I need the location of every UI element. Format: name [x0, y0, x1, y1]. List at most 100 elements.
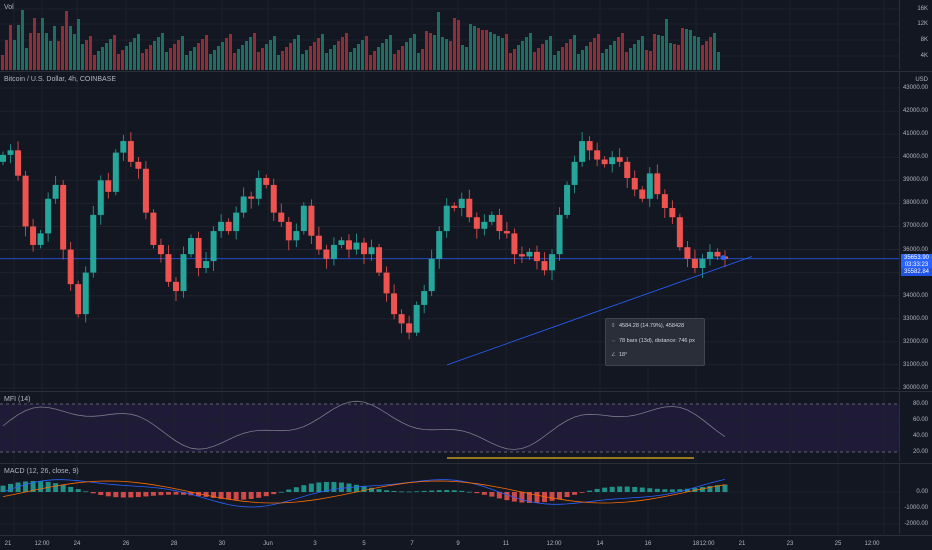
mfi-axis[interactable]: 80.00 60.00 40.00 20.00 [899, 392, 932, 462]
macd-histogram-bar [331, 481, 337, 492]
time-axis-label: 16 [644, 541, 652, 547]
measure-tooltip: ⇕ 4584.28 (14.79%), 458428 ⇔ 78 bars (13d)… [605, 318, 705, 366]
macd-axis-label: 0.00 [916, 489, 928, 495]
volume-bar [669, 43, 672, 70]
volume-bar [353, 48, 356, 70]
macd-histogram-bar [624, 486, 630, 492]
macd-histogram-bar [53, 483, 59, 492]
volume-bar [393, 54, 396, 70]
candle [549, 254, 556, 271]
candle [142, 168, 149, 213]
volume-pane[interactable]: Vol 16K 12K 8K 4K [0, 0, 932, 70]
volume-bar [269, 40, 272, 70]
price-pane[interactable]: Bitcoin / U.S. Dollar, 4h, COINBASE USD … [0, 72, 932, 390]
macd-histogram-bar [293, 487, 299, 492]
volume-bar [597, 34, 600, 70]
volume-bar [161, 33, 164, 70]
volume-bar [505, 34, 508, 70]
volume-bar [677, 45, 680, 70]
volume-bars [0, 0, 900, 70]
volume-bar [681, 28, 684, 70]
macd-histogram-bar [557, 492, 563, 500]
volume-bar [645, 50, 648, 70]
volume-bar [129, 42, 132, 70]
candle [218, 221, 225, 232]
macd-histogram-bar [677, 489, 683, 492]
candle [564, 184, 571, 215]
volume-bar [589, 42, 592, 70]
mfi-band [0, 404, 900, 452]
candle [586, 141, 593, 151]
pane-separator[interactable] [0, 391, 932, 392]
volume-bar [389, 35, 392, 70]
candle [676, 217, 683, 248]
volume-bar [705, 41, 708, 70]
time-axis-label: 9 [456, 541, 460, 547]
candle [436, 231, 443, 259]
price-axis-label: 33000.00 [902, 315, 928, 322]
volume-bar [401, 46, 404, 70]
price-axis-label: 39000.00 [902, 177, 928, 184]
mfi-label[interactable]: MFI (14) [4, 396, 31, 403]
candle [616, 157, 623, 162]
candle [172, 281, 179, 292]
candle [157, 244, 164, 255]
volume-bar [577, 54, 580, 70]
volume-bar [489, 32, 492, 70]
volume-bar [249, 37, 252, 70]
volume-bar [41, 18, 44, 70]
macd-histogram-bar [271, 492, 277, 495]
volume-bar [477, 28, 480, 70]
candle [240, 196, 247, 213]
candle [248, 196, 255, 199]
volume-bar [385, 39, 388, 70]
candle [428, 258, 435, 292]
volume-bar [617, 37, 620, 70]
macd-histogram-bar [421, 490, 427, 492]
candle [195, 238, 202, 268]
volume-bar [185, 55, 188, 70]
candle [609, 157, 616, 165]
volume-bar [457, 20, 460, 70]
candlestick-chart[interactable] [0, 72, 900, 390]
macd-axis[interactable]: 0.00 -1000.00 -2000.00 [899, 464, 932, 534]
candle [406, 323, 413, 333]
candle [661, 194, 668, 208]
macd-histogram-bar [609, 486, 615, 492]
mfi-pane[interactable]: MFI (14) 80.00 60.00 40.00 20.00 [0, 392, 932, 462]
height-range-icon: ⇕ [611, 323, 616, 329]
candle [105, 180, 112, 192]
macd-histogram-bar [466, 491, 472, 493]
volume-bar [109, 39, 112, 70]
volume-bar [149, 45, 152, 70]
volume-bar [113, 35, 116, 70]
price-axis[interactable]: USD 43000.00 42000.00 41000.00 40000.00 3900… [899, 72, 932, 390]
macd-histogram-bar [338, 482, 344, 492]
volume-bar [145, 49, 148, 70]
volume-bar [13, 40, 16, 70]
volume-bar [193, 47, 196, 70]
volume-bar [481, 30, 484, 70]
volume-bar [693, 36, 696, 70]
time-axis-label: 7 [410, 541, 414, 547]
candle [511, 233, 518, 255]
volume-bar [213, 50, 216, 70]
macd-histogram-bar [451, 490, 457, 492]
volume-bar [181, 36, 184, 70]
time-axis-label: Jun [263, 541, 273, 547]
macd-histogram-bar [602, 487, 608, 492]
volume-bar [205, 35, 208, 70]
macd-label[interactable]: MACD (12, 26, close, 9) [4, 468, 79, 475]
volume-axis[interactable]: 16K 12K 8K 4K [899, 0, 932, 70]
macd-pane[interactable]: MACD (12, 26, close, 9) 0.00 -1000.00 -2… [0, 464, 932, 534]
volume-bar [449, 41, 452, 70]
symbol-title[interactable]: Bitcoin / U.S. Dollar, 4h, COINBASE [4, 76, 117, 83]
volume-bar [469, 24, 472, 70]
pane-separator[interactable] [0, 463, 932, 464]
volume-bar [257, 52, 260, 70]
time-axis-label: 21 [738, 541, 746, 547]
time-axis-label: 12:00 [864, 541, 880, 547]
candle [496, 214, 503, 232]
pane-separator[interactable] [0, 71, 932, 72]
macd-histogram-bar [444, 490, 450, 492]
